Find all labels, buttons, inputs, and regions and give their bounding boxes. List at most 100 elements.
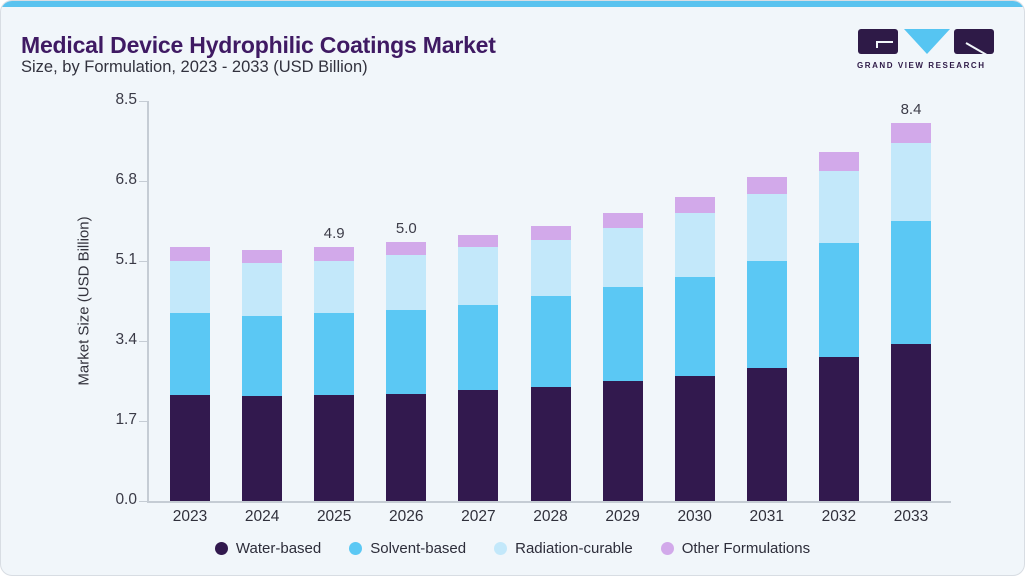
bar-2030 <box>674 196 715 501</box>
x-tick-label-2023: 2023 <box>172 508 208 525</box>
y-tick-mark <box>139 500 147 502</box>
bar-2033-segment-other-formulations <box>891 122 931 143</box>
logo-v-mark-icon <box>904 29 950 54</box>
x-tick-label-2028: 2028 <box>533 508 568 525</box>
x-tick-label-2031: 2031 <box>749 508 785 525</box>
bar-2027-segment-solvent-based <box>458 304 499 391</box>
legend-item-other-formulations: Other Formulations <box>660 540 811 557</box>
bar-2026-segment-solvent-based <box>386 309 427 395</box>
legend-label: Water-based <box>235 540 322 557</box>
bar-2027-segment-water-based <box>458 390 499 501</box>
bar-2031-segment-other-formulations <box>746 176 787 195</box>
logo-g-bar <box>876 41 893 43</box>
bar-value-label-2033: 8.4 <box>900 100 922 118</box>
bar-2032-segment-other-formulations <box>818 152 859 172</box>
bar-2024-segment-solvent-based <box>242 316 283 397</box>
logo-r-mark-icon <box>954 29 994 57</box>
x-tick-label-2027: 2027 <box>461 508 496 525</box>
bar-2033 <box>891 122 931 501</box>
x-tick-label-2030: 2030 <box>677 508 712 525</box>
bar-2030-segment-other-formulations <box>674 196 715 213</box>
bar-2024-segment-other-formulations <box>242 249 283 263</box>
y-axis-line <box>147 101 149 501</box>
legend-item-radiation-curable: Radiation-curable <box>494 540 633 557</box>
x-tick-label-2033: 2033 <box>893 508 929 525</box>
bar-2025-segment-water-based <box>314 395 355 501</box>
legend-item-solvent-based: Solvent-based <box>349 540 466 557</box>
chart-subtitle: Size, by Formulation, 2023 - 2033 (USD B… <box>21 58 368 76</box>
bar-2023 <box>170 246 210 501</box>
y-tick-label: 3.4 <box>115 331 137 348</box>
bar-2023-segment-solvent-based <box>170 313 210 396</box>
legend-dot-icon <box>494 542 508 555</box>
logo-g-hook <box>876 43 878 48</box>
y-tick-mark <box>139 420 147 422</box>
legend: Water-based Solvent-based Radiation-curabl… <box>1 540 1024 557</box>
bar-2027 <box>458 234 499 501</box>
bar-2023-segment-water-based <box>170 395 210 501</box>
bar-2027-segment-other-formulations <box>458 234 499 248</box>
y-tick-mark <box>139 260 147 262</box>
bar-2025-segment-other-formulations <box>314 246 355 261</box>
y-tick-label: 5.1 <box>115 251 137 268</box>
bar-value-label-2025: 4.9 <box>323 224 345 242</box>
logo-g-mark-icon <box>858 29 898 54</box>
bar-2033-segment-radiation-curable <box>891 142 931 222</box>
gvr-logo: GRAND VIEW RESEARCH <box>854 28 1006 74</box>
bar-2032-segment-radiation-curable <box>818 171 859 244</box>
bar-2024 <box>242 249 283 501</box>
bar-2031 <box>746 176 787 501</box>
legend-item-water-based: Water-based <box>214 540 322 557</box>
legend-dot-icon <box>349 542 363 555</box>
bar-2030-segment-water-based <box>674 376 715 501</box>
bar-2026-segment-other-formulations <box>386 241 427 255</box>
bar-2031-segment-radiation-curable <box>746 194 787 261</box>
bar-2024-segment-radiation-curable <box>242 262 283 317</box>
bar-2029-segment-water-based <box>602 380 643 501</box>
legend-label: Solvent-based <box>370 540 467 557</box>
bar-2028 <box>530 226 571 501</box>
x-tick-label-2032: 2032 <box>821 508 857 525</box>
logo-wordmark: GRAND VIEW RESEARCH <box>857 61 986 70</box>
bar-2029-segment-solvent-based <box>602 287 643 381</box>
y-tick-label: 0.0 <box>115 491 137 508</box>
x-tick-label-2024: 2024 <box>244 508 280 525</box>
bar-2029-segment-radiation-curable <box>602 227 643 288</box>
bar-2028-segment-solvent-based <box>530 296 571 388</box>
y-tick-label: 8.5 <box>115 91 137 108</box>
legend-dot-icon <box>214 542 228 555</box>
x-tick-label-2026: 2026 <box>389 508 424 525</box>
top-accent-bar <box>1 1 1024 7</box>
bar-2029 <box>602 212 643 501</box>
y-tick-label: 1.7 <box>115 411 137 428</box>
bar-2030-segment-solvent-based <box>674 276 715 377</box>
bar-2031-segment-solvent-based <box>746 260 787 368</box>
bar-2031-segment-water-based <box>746 367 787 501</box>
y-tick-label: 6.8 <box>115 171 137 188</box>
bar-2030-segment-radiation-curable <box>674 212 715 277</box>
bar-2023-segment-radiation-curable <box>170 260 210 314</box>
y-tick-mark <box>139 340 147 342</box>
bar-2026 <box>386 241 427 501</box>
y-tick-mark <box>139 180 147 182</box>
bar-2025 <box>314 246 355 501</box>
bar-2032-segment-solvent-based <box>818 243 859 357</box>
bar-2028-segment-water-based <box>530 387 571 501</box>
x-tick-label-2029: 2029 <box>605 508 640 525</box>
bar-2025-segment-radiation-curable <box>314 260 355 314</box>
bar-2025-segment-solvent-based <box>314 313 355 396</box>
bar-2032-segment-water-based <box>818 356 859 501</box>
y-axis-title: Market Size (USD Billion) <box>75 216 93 386</box>
bar-2026-segment-water-based <box>386 394 427 501</box>
legend-label: Other Formulations <box>681 540 811 557</box>
chart-title: Medical Device Hydrophilic Coatings Mark… <box>21 32 496 58</box>
legend-dot-icon <box>660 542 674 555</box>
bar-2029-segment-other-formulations <box>602 212 643 228</box>
bar-value-label-2026: 5.0 <box>395 219 417 237</box>
bar-2023-segment-other-formulations <box>170 246 210 261</box>
bar-2026-segment-radiation-curable <box>386 254 427 310</box>
bar-2027-segment-radiation-curable <box>458 247 499 305</box>
bar-2032 <box>818 152 859 501</box>
